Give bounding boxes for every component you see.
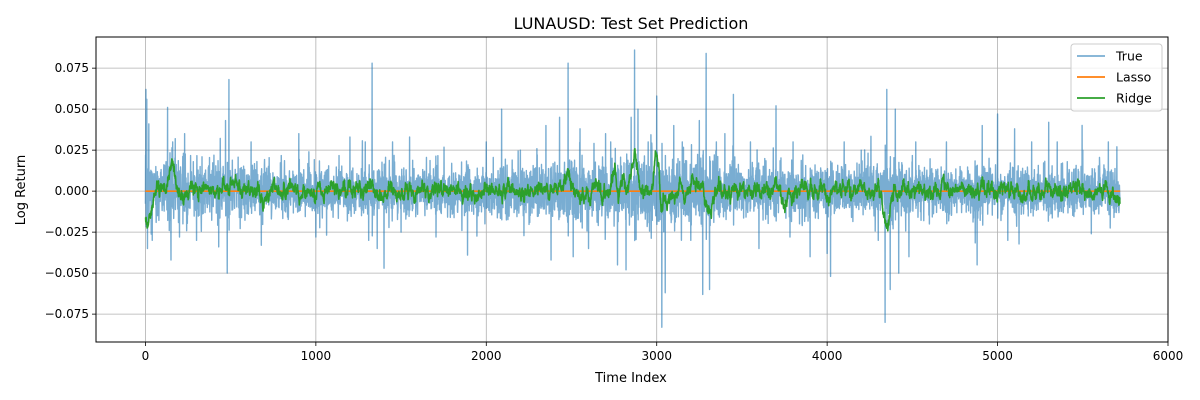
plot-area [144, 49, 1121, 328]
x-tick-label: 0 [142, 349, 150, 363]
legend-label-lasso: Lasso [1116, 70, 1151, 85]
legend: True Lasso Ridge [1070, 43, 1163, 112]
legend-label-ridge: Ridge [1116, 91, 1152, 106]
y-tick-label: −0.025 [45, 225, 89, 239]
y-tick-label: −0.075 [45, 307, 89, 321]
y-tick-label: −0.050 [45, 266, 89, 280]
chart-title: LUNAUSD: Test Set Prediction [514, 14, 749, 33]
y-axis: −0.075 −0.050 −0.025 0.000 0.025 0.050 0.075 [45, 61, 96, 321]
y-axis-title: Log Return [14, 155, 29, 226]
y-tick-label: 0.000 [55, 184, 89, 198]
y-tick-label: 0.075 [55, 61, 89, 75]
x-tick-label: 3000 [641, 349, 672, 363]
x-tick-label: 1000 [301, 349, 332, 363]
x-axis-title: Time Index [594, 371, 667, 386]
x-tick-label: 6000 [1153, 349, 1184, 363]
plot-frame [95, 36, 1169, 343]
series-line-ridge [144, 147, 1121, 232]
y-tick-label: 0.025 [55, 143, 89, 157]
legend-box [1070, 43, 1163, 112]
x-tick-label: 5000 [982, 349, 1013, 363]
y-tick-label: 0.050 [55, 102, 89, 116]
x-tick-label: 4000 [812, 349, 843, 363]
x-tick-label: 2000 [471, 349, 502, 363]
series-line-true [144, 49, 1121, 328]
x-axis: 0 1000 2000 3000 4000 5000 6000 [142, 342, 1184, 363]
series-layer [144, 49, 1121, 328]
legend-label-true: True [1115, 49, 1143, 64]
